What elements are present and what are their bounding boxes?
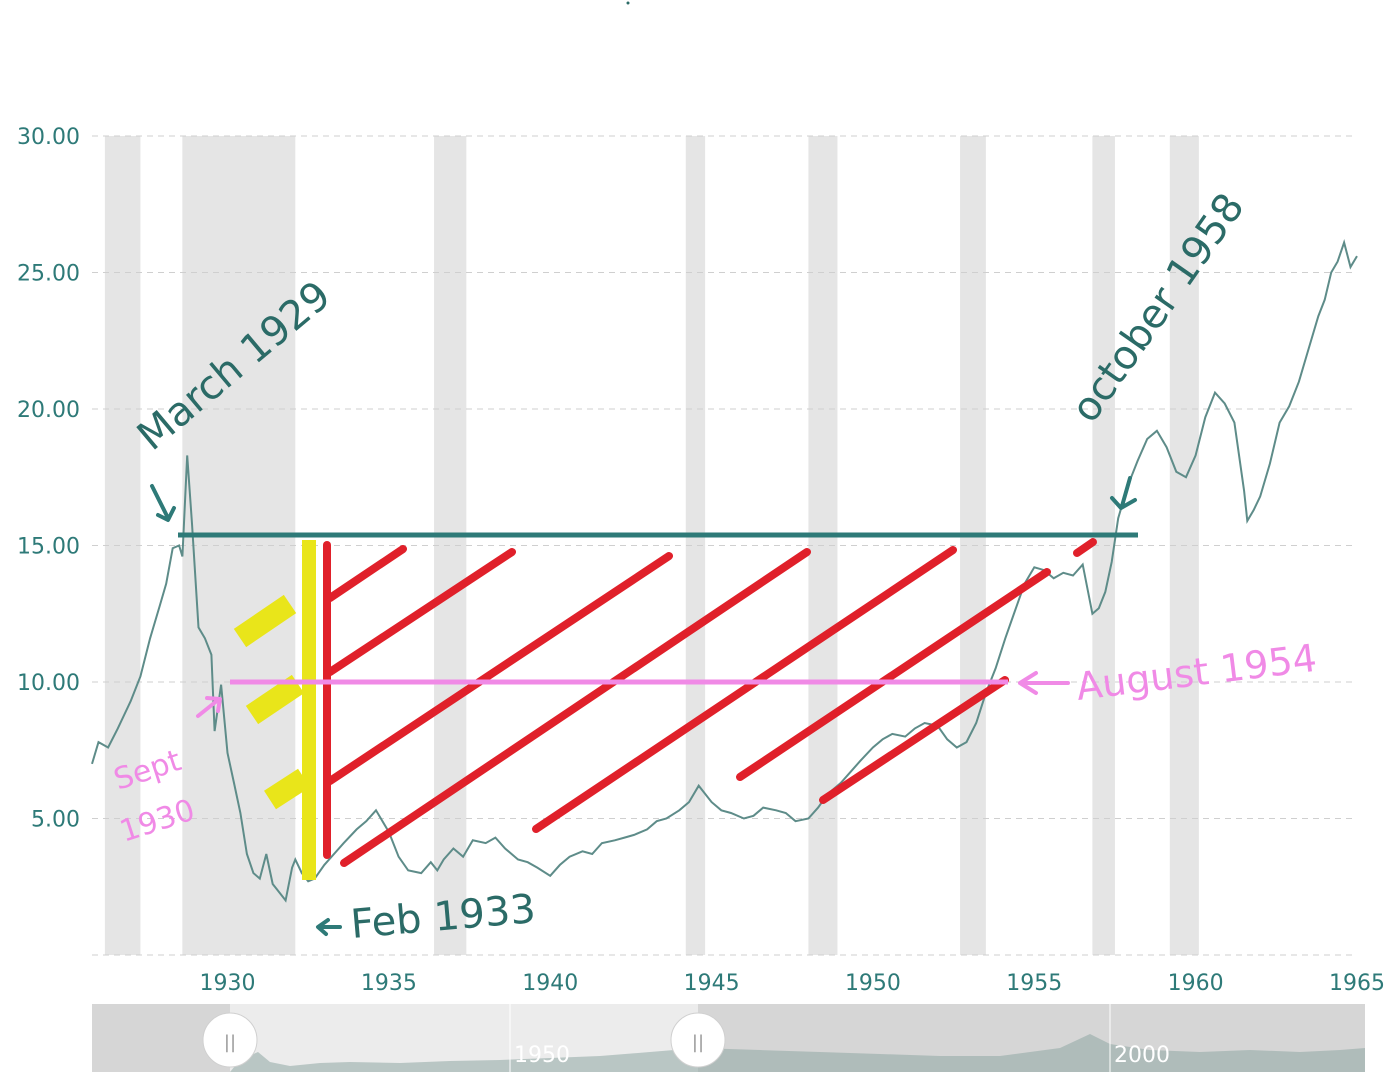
red-hatch-line <box>532 546 957 833</box>
recession-band <box>104 136 141 955</box>
yellow-tick <box>245 674 305 725</box>
recession-band <box>1092 136 1115 955</box>
recession-band <box>685 136 706 955</box>
x-tick-label: 1950 <box>845 971 901 996</box>
navigator-handle-left[interactable]: || <box>202 1012 258 1068</box>
arrow-october <box>1110 476 1137 510</box>
arrow-feb <box>316 918 342 936</box>
y-tick-label: 30.00 <box>17 125 80 150</box>
red-hatch-line <box>326 552 673 785</box>
arrow-august <box>1018 671 1070 695</box>
arrow-sept <box>196 696 222 718</box>
navigator-label: 2000 <box>1114 1043 1170 1068</box>
x-tick-label: 1955 <box>1006 971 1062 996</box>
navigator-handle-right[interactable]: || <box>670 1012 726 1068</box>
y-axis: 30.00 25.00 20.00 15.00 10.00 5.00 <box>17 125 80 833</box>
y-tick-label: 20.00 <box>17 398 80 423</box>
x-tick-label: 1945 <box>684 971 740 996</box>
y-tick-label: 10.00 <box>17 671 80 696</box>
y-tick-label: 5.00 <box>31 808 80 833</box>
arrow-annotations <box>150 476 1137 936</box>
yellow-highlight <box>233 540 316 880</box>
red-hatch-line <box>819 676 1009 804</box>
navigator-area <box>230 1034 1365 1072</box>
x-tick-label: 1935 <box>361 971 417 996</box>
handle-grip-icon: || <box>692 1032 704 1053</box>
navigator-label: 1950 <box>514 1043 570 1068</box>
red-hatch-line <box>326 548 516 676</box>
x-tick-label: 1930 <box>200 971 256 996</box>
annotation-dot <box>626 1 630 5</box>
series-line <box>91 239 1358 903</box>
x-tick-label: 1965 <box>1329 971 1385 996</box>
y-tick-label: 25.00 <box>17 262 80 287</box>
annotation-october-1958: october 1958 <box>1063 185 1254 431</box>
yellow-tick <box>264 768 310 810</box>
red-hatch-line <box>1073 538 1097 557</box>
x-tick-label: 1960 <box>1168 971 1224 996</box>
red-hatch-line <box>340 548 811 867</box>
red-hatch-line <box>736 568 1051 781</box>
handle-grip-icon: || <box>224 1032 236 1053</box>
arrow-march <box>150 484 176 522</box>
red-hatch-line <box>326 545 407 602</box>
x-axis: 1930 1935 1940 1945 1950 1955 1960 1965 <box>200 971 1385 996</box>
x-tick-label: 1940 <box>522 971 578 996</box>
yellow-tick <box>233 594 297 648</box>
annotation-feb-1933: Feb 1933 <box>349 886 538 948</box>
y-tick-label: 15.00 <box>17 535 80 560</box>
hatch-annotations <box>323 538 1097 867</box>
navigator[interactable]: 1950 2000 || || <box>92 1004 1365 1072</box>
